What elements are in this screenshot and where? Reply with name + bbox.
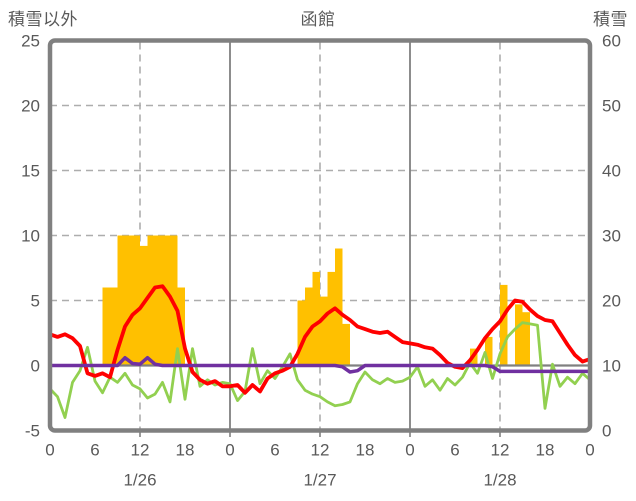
x-tick-label: 0 [405,441,414,460]
precip-bar [320,296,328,366]
precip-bar [297,300,305,366]
y-tick-label-left: 25 [21,32,40,51]
precip-bar [500,284,508,366]
precip-bar [162,235,170,366]
date-label: 1/26 [123,471,156,490]
precip-bar [147,235,155,366]
x-tick-label: 12 [491,441,510,460]
y-tick-label-left: -5 [25,422,40,441]
y-tick-label-right: 10 [602,357,621,376]
precip-bar [342,323,350,366]
x-tick-label: 12 [311,441,330,460]
y-tick-label-left: 5 [31,292,40,311]
y-tick-label-right: 50 [602,97,621,116]
date-label: 1/28 [483,471,516,490]
y-tick-label-left: 20 [21,97,40,116]
left-axis-title: 積雪以外 [8,10,78,29]
y-axis-labels-left: 25 20 15 10 5 0 -5 [21,32,40,441]
x-tick-label: 18 [176,441,195,460]
x-tick-label: 0 [225,441,234,460]
precip-bar [485,336,493,366]
x-tick-label: 18 [356,441,375,460]
precip-bar [155,235,163,366]
precip-bar [335,248,343,366]
red-line [48,284,592,395]
x-tick-label: 6 [270,441,279,460]
y-tick-label-left: 0 [31,357,40,376]
precip-bars [102,235,530,366]
y-tick-label-right: 40 [602,162,621,181]
y-tick-label-right: 30 [602,227,621,246]
right-axis-title: 積雪 [593,10,628,29]
chart-title: 函館 [300,10,336,29]
x-tick-label: 0 [585,441,594,460]
y-tick-label-left: 10 [21,227,40,246]
x-tick-label: 12 [131,441,150,460]
y-tick-label-left: 15 [21,162,40,181]
x-tick-label: 0 [45,441,54,460]
y-tick-label-right: 20 [602,292,621,311]
x-tick-label: 6 [450,441,459,460]
green-line [48,321,592,419]
precip-bar [110,287,118,366]
y-tick-label-right: 0 [602,422,611,441]
precip-bar [305,287,313,366]
precip-bar [125,235,133,366]
vertical-gridlines [139,42,501,437]
precip-bar [102,287,110,366]
precip-bar [132,235,140,366]
precip-bar [522,312,530,366]
precip-bar [515,304,523,366]
x-tick-label: 18 [536,441,555,460]
x-axis-labels: 0 6 12 18 0 6 12 18 0 6 12 18 0 [45,441,594,460]
precip-bar [327,271,335,366]
precip-bar [117,235,125,366]
plot-border [47,38,593,433]
date-labels: 1/26 1/27 1/28 [123,471,516,490]
date-label: 1/27 [303,471,336,490]
x-tick-label: 6 [90,441,99,460]
y-axis-labels-right: 60 50 40 30 20 10 0 [602,32,621,441]
y-tick-label-right: 60 [602,32,621,51]
precip-bar [312,271,320,366]
purple-line [48,355,592,374]
